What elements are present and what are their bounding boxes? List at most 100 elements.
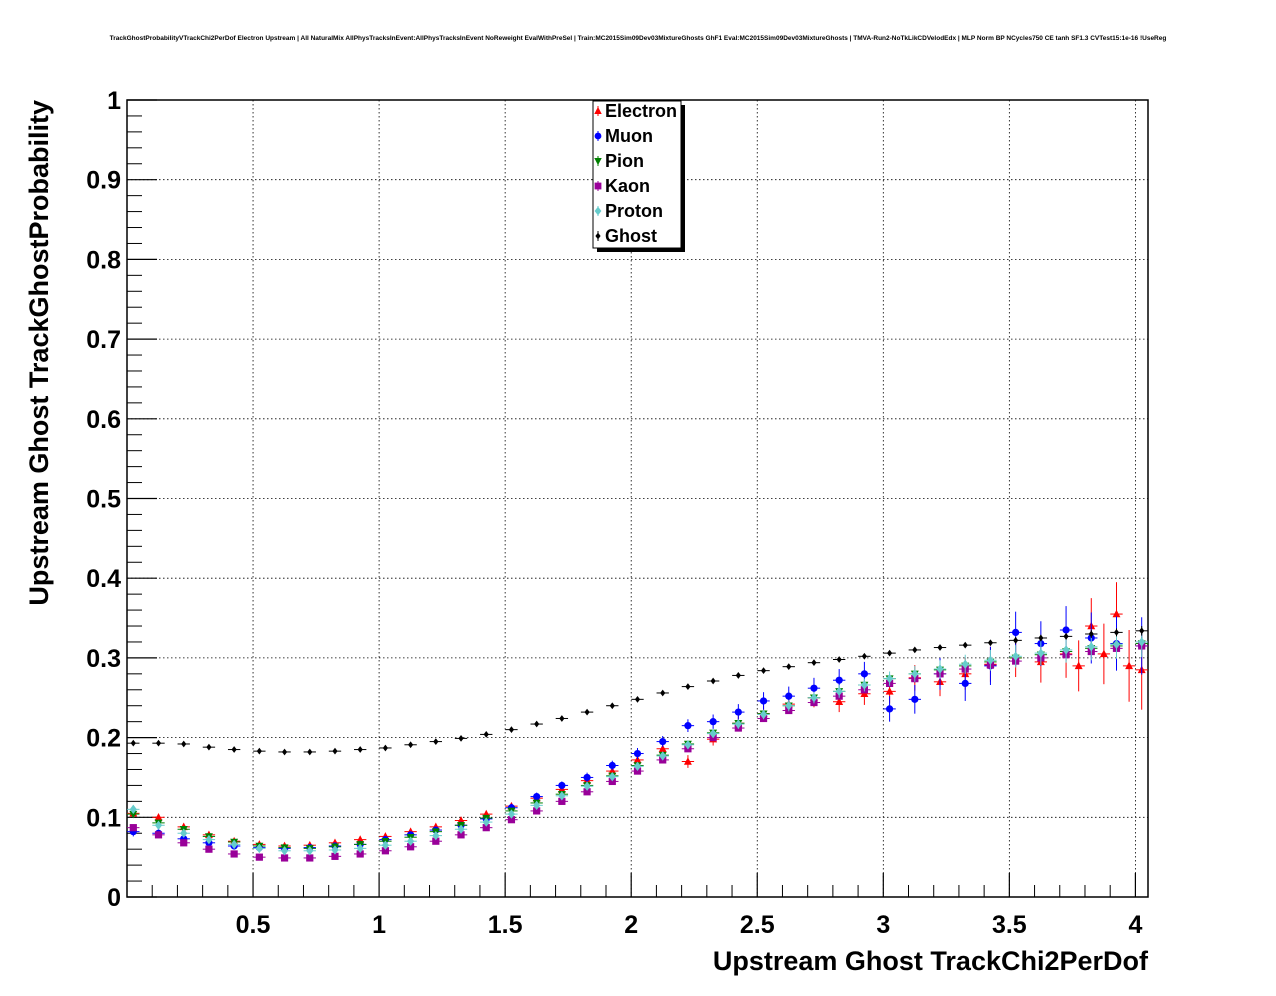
data-point [987, 639, 994, 647]
data-point [608, 777, 616, 786]
data-point [533, 792, 541, 801]
x-tick-label: 3 [876, 911, 890, 939]
series-pion [127, 637, 1148, 853]
x-axis-title: Upstream Ghost TrackChi2PerDof [713, 946, 1149, 976]
data-point [1138, 637, 1146, 647]
data-point [155, 739, 162, 747]
data-point [860, 680, 868, 690]
x-tick-label: 3.5 [992, 911, 1027, 939]
data-point [255, 843, 263, 854]
data-point [508, 726, 515, 734]
data-point [332, 747, 338, 755]
data-point [1074, 661, 1083, 670]
y-tick-labels: 0 0.1 0.2 0.3 0.4 0.5 0.6 0.7 0.8 0.9 1 [86, 87, 121, 912]
data-point [759, 697, 768, 705]
data-point [507, 816, 516, 824]
data-point [1088, 630, 1094, 638]
data-point [180, 839, 188, 847]
chart-title: TrackGhostProbabilityVTrackChi2PerDof El… [109, 35, 1167, 42]
y-tick-label: 0.8 [86, 246, 121, 274]
data-point [280, 846, 289, 856]
data-point [382, 744, 389, 752]
data-point [660, 689, 666, 697]
y-tick-label: 0.6 [86, 406, 121, 434]
y-tick-label: 0.4 [86, 565, 121, 593]
data-point [710, 677, 716, 685]
data-point [129, 804, 137, 815]
data-point [408, 741, 414, 749]
data-point [154, 812, 163, 821]
data-point [1125, 661, 1134, 670]
data-point [885, 673, 894, 684]
data-point [154, 820, 163, 830]
data-point [836, 656, 842, 663]
data-point [734, 719, 742, 729]
y-axis-title: Upstream Ghost TrackGhostProbability [24, 100, 54, 606]
legend-label: Proton [605, 201, 663, 221]
data-point [962, 641, 968, 649]
legend-entry-ghost: Ghost [595, 226, 657, 246]
data-point [483, 731, 489, 738]
data-point [357, 746, 363, 753]
data-point [432, 837, 440, 845]
legend-entry-proton: Proton [594, 201, 663, 221]
data-point [558, 791, 566, 801]
data-point [559, 715, 565, 722]
data-point [683, 757, 692, 765]
data-point [507, 809, 516, 819]
data-point [457, 831, 465, 839]
data-point [1139, 627, 1145, 635]
data-point [482, 817, 490, 827]
data-point [432, 830, 440, 841]
legend-entry-pion: Pion [594, 151, 644, 171]
axis-ticks [127, 99, 1136, 898]
data-point [659, 737, 667, 746]
data-point [154, 831, 163, 839]
data-point [684, 722, 692, 730]
data-point [230, 850, 238, 858]
data-point [961, 679, 969, 688]
x-tick-label: 1 [372, 911, 386, 939]
data-point [482, 824, 490, 832]
data-point [281, 748, 288, 756]
y-tick-label: 0 [107, 884, 121, 912]
data-point [633, 749, 642, 758]
legend-entry-kaon: Kaon [594, 176, 650, 196]
data-point [709, 728, 717, 739]
data-point [911, 669, 919, 679]
data-point [129, 810, 138, 819]
data-point [1037, 648, 1045, 658]
x-tick-label: 1.5 [488, 911, 523, 939]
data-point [659, 751, 667, 761]
data-point [937, 644, 943, 651]
data-point [608, 766, 617, 775]
data-point [356, 850, 364, 858]
data-point [307, 748, 313, 756]
data-point [811, 659, 817, 667]
data-point [407, 843, 415, 851]
x-tick-labels: 0.5 1 1.5 2 2.5 3 3.5 4 [236, 911, 1143, 939]
data-point [205, 834, 213, 845]
data-point [280, 854, 289, 862]
data-point [760, 667, 767, 675]
series-ghost [127, 626, 1148, 756]
x-tick-label: 4 [1128, 911, 1142, 939]
data-point [1038, 634, 1044, 642]
data-point [1099, 649, 1108, 658]
legend-entries: Electron Muon Pion Kaon Proton Ghost [594, 101, 677, 246]
legend-label: Muon [605, 126, 653, 146]
data-point [381, 840, 390, 850]
legend-entry-muon: Muon [594, 126, 653, 146]
data-point [130, 739, 136, 747]
data-point [684, 740, 692, 750]
data-point [608, 771, 616, 782]
data-point [230, 839, 238, 850]
data-point [1063, 633, 1069, 640]
data-point [986, 655, 995, 665]
legend-label: Kaon [605, 176, 650, 196]
data-point [331, 845, 339, 855]
data-point [558, 781, 566, 790]
data-point [785, 692, 793, 700]
legend-label: Ghost [605, 226, 657, 246]
data-point [835, 676, 843, 684]
